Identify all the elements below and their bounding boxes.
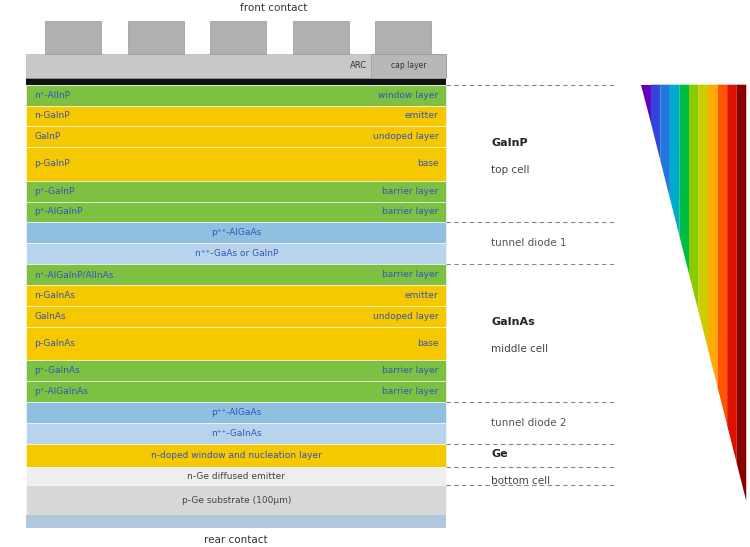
Text: ARC: ARC	[350, 61, 368, 71]
Text: p⁺⁺-AlGaAs: p⁺⁺-AlGaAs	[211, 228, 261, 237]
Text: n-GaInP: n-GaInP	[34, 112, 70, 120]
Text: p⁺-GaInAs: p⁺-GaInAs	[34, 366, 80, 375]
Text: p-GaInP: p-GaInP	[34, 160, 70, 168]
Text: n⁺⁺-GaInAs: n⁺⁺-GaInAs	[211, 429, 262, 438]
Text: barrier layer: barrier layer	[382, 270, 438, 279]
Text: n-GaInAs: n-GaInAs	[34, 291, 75, 300]
Text: barrier layer: barrier layer	[382, 187, 438, 196]
Bar	[26, 106, 446, 126]
Text: p-Ge substrate (100μm): p-Ge substrate (100μm)	[182, 496, 291, 504]
Bar	[26, 147, 446, 181]
Bar	[26, 54, 446, 78]
Bar	[26, 306, 446, 327]
Bar	[26, 402, 446, 423]
Bar	[45, 21, 101, 54]
Text: p-GaInAs: p-GaInAs	[34, 339, 75, 348]
Text: undoped layer: undoped layer	[373, 312, 438, 321]
Text: barrier layer: barrier layer	[382, 366, 438, 375]
Bar	[26, 243, 446, 264]
Text: window layer: window layer	[378, 91, 438, 100]
Text: GaInAs: GaInAs	[491, 317, 535, 327]
Text: p⁺-AlGaInAs: p⁺-AlGaInAs	[34, 387, 88, 396]
Text: rear contact: rear contact	[205, 535, 268, 545]
Text: p⁺-GaInP: p⁺-GaInP	[34, 187, 74, 196]
Text: GaInP: GaInP	[34, 132, 61, 141]
Text: cap layer: cap layer	[391, 61, 427, 71]
Text: base: base	[417, 160, 438, 168]
Text: barrier layer: barrier layer	[382, 387, 438, 396]
Bar	[26, 264, 446, 285]
Text: middle cell: middle cell	[491, 345, 548, 354]
Text: GaInP: GaInP	[491, 138, 528, 148]
Text: n⁺⁺-GaAs or GaInP: n⁺⁺-GaAs or GaInP	[194, 249, 278, 258]
Polygon shape	[689, 85, 698, 312]
Bar	[26, 126, 446, 147]
Bar	[26, 515, 446, 528]
Bar	[26, 181, 446, 201]
Text: tunnel diode 1: tunnel diode 1	[491, 238, 567, 248]
Text: emitter: emitter	[404, 112, 438, 120]
Polygon shape	[708, 85, 718, 387]
Text: top cell: top cell	[491, 165, 530, 175]
Bar	[371, 54, 446, 78]
Bar	[26, 285, 446, 306]
Polygon shape	[651, 85, 660, 160]
Text: emitter: emitter	[404, 291, 438, 300]
Text: undoped layer: undoped layer	[373, 132, 438, 141]
Bar	[26, 223, 446, 243]
Text: barrier layer: barrier layer	[382, 207, 438, 217]
Bar	[26, 444, 446, 467]
Bar	[26, 201, 446, 223]
Polygon shape	[641, 85, 651, 123]
Bar	[292, 21, 349, 54]
Bar	[26, 423, 446, 444]
Text: n-doped window and nucleation layer: n-doped window and nucleation layer	[151, 451, 322, 459]
Text: base: base	[417, 339, 438, 348]
Text: n-Ge diffused emitter: n-Ge diffused emitter	[188, 472, 285, 480]
Bar	[26, 327, 446, 360]
Polygon shape	[680, 85, 689, 274]
Text: p⁺⁺-AlGaAs: p⁺⁺-AlGaAs	[211, 408, 261, 417]
Text: bottom cell: bottom cell	[491, 476, 550, 486]
Bar	[26, 360, 446, 381]
Polygon shape	[718, 85, 728, 426]
Bar	[375, 21, 431, 54]
Text: n⁺-AlInP: n⁺-AlInP	[34, 91, 70, 100]
Bar	[26, 467, 446, 485]
Bar	[128, 21, 184, 54]
Text: GaInAs: GaInAs	[34, 312, 66, 321]
Text: tunnel diode 2: tunnel diode 2	[491, 418, 567, 428]
Bar	[26, 381, 446, 402]
Polygon shape	[660, 85, 670, 198]
Text: front contact: front contact	[240, 3, 308, 13]
Polygon shape	[728, 85, 736, 463]
Polygon shape	[698, 85, 708, 350]
Bar	[26, 78, 446, 85]
Bar	[26, 85, 446, 106]
Text: Ge: Ge	[491, 449, 508, 459]
Text: n⁺-AlGaInP/AllnAs: n⁺-AlGaInP/AllnAs	[34, 270, 114, 279]
Bar	[26, 485, 446, 515]
Polygon shape	[670, 85, 680, 236]
Bar	[210, 21, 266, 54]
Text: p⁺-AlGaInP: p⁺-AlGaInP	[34, 207, 82, 217]
Polygon shape	[736, 85, 746, 501]
